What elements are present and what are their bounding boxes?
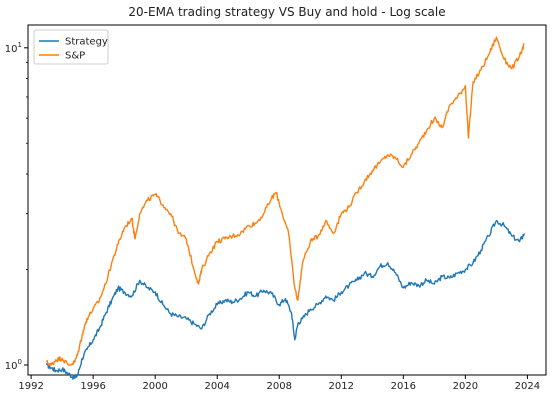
legend: Strategy S&P [33, 29, 109, 65]
legend-label: S&P [65, 51, 85, 62]
x-tick-label: 2000 [142, 381, 167, 392]
y-tick-label: 100 [5, 358, 22, 372]
x-tick-label: 2024 [515, 381, 540, 392]
x-tick-label: 1992 [18, 381, 43, 392]
x-tick-label: 2008 [267, 381, 292, 392]
y-tick-label: 101 [5, 41, 22, 55]
x-tick-label: 2020 [453, 381, 478, 392]
series-layer [45, 36, 525, 380]
legend-label: Strategy [65, 37, 108, 48]
x-tick-label: 2012 [329, 381, 354, 392]
y-axis: 100 101 [5, 41, 28, 372]
chart-title: 20-EMA trading strategy VS Buy and hold … [128, 5, 445, 19]
x-tick-label: 1996 [80, 381, 105, 392]
x-tick-label: 2004 [204, 381, 229, 392]
x-tick-label: 2016 [391, 381, 416, 392]
x-axis: 1992 1996 2000 2004 2008 2012 2016 2020 2024 [18, 375, 540, 392]
series-line-strategy [45, 220, 525, 380]
plot-frame [27, 24, 547, 376]
series-line-sp [45, 36, 525, 367]
